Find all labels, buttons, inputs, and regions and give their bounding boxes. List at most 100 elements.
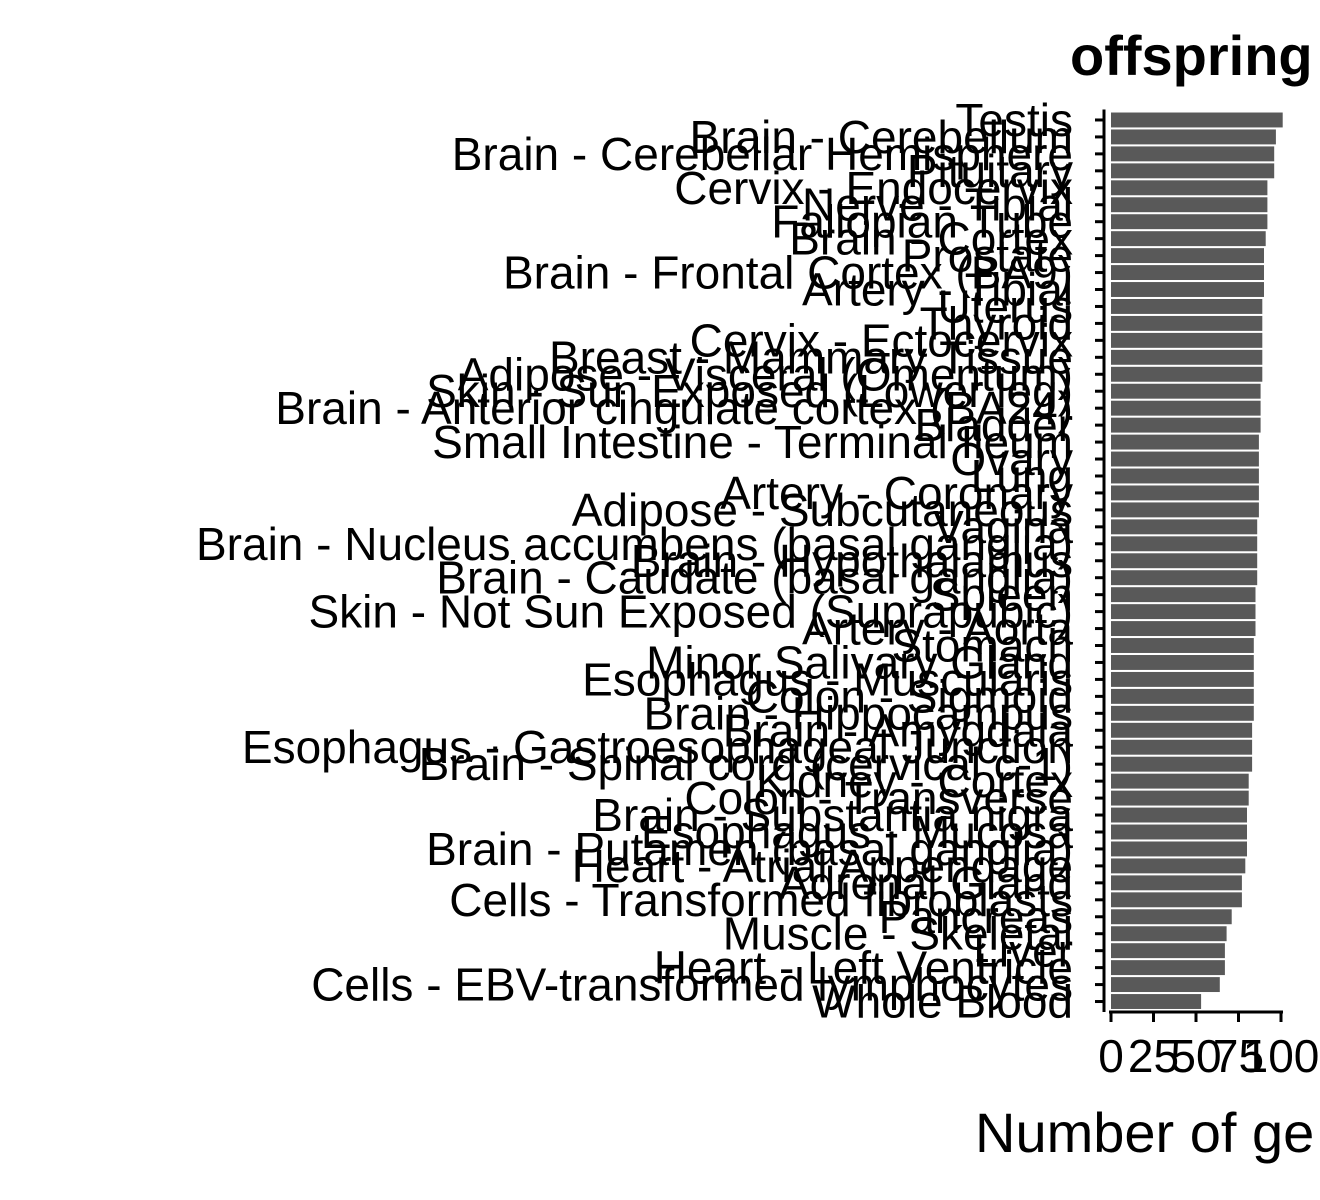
category-label: Artery - Aorta [802, 603, 1073, 655]
bar [1111, 248, 1264, 264]
category-label: Pancreas [879, 891, 1073, 943]
bar [1111, 621, 1256, 637]
bar [1111, 231, 1266, 247]
bar [1111, 688, 1254, 704]
category-label: Cells - Transformed fibroblasts [449, 874, 1073, 926]
category-label: Brain - Spinal cord (cervical c-1) [419, 738, 1073, 790]
bar [1111, 756, 1253, 772]
category-label: Esophagus - Mucosa [641, 806, 1074, 858]
bar [1111, 180, 1268, 196]
bar [1111, 604, 1256, 620]
bar [1111, 994, 1202, 1009]
x-tick-label: 100 [1243, 1030, 1320, 1082]
category-label: Lung [971, 450, 1073, 502]
bar [1111, 519, 1258, 535]
x-tick-label: 25 [1128, 1030, 1179, 1082]
category-label: Artery - Tibial [802, 264, 1073, 316]
category-label: Brain - Anterior cingulate cortex (BA24) [275, 382, 1073, 434]
bar [1111, 705, 1254, 721]
bar [1111, 315, 1263, 331]
bar [1111, 214, 1268, 230]
bar [1111, 112, 1283, 128]
bar [1111, 163, 1275, 179]
bar [1111, 383, 1261, 399]
category-label: Nerve - Tibial [802, 179, 1073, 231]
bar [1111, 909, 1232, 925]
category-label: Brain - Cortex [789, 213, 1073, 265]
bar [1111, 332, 1263, 348]
category-label: Thyroid [920, 297, 1073, 349]
bar [1111, 485, 1259, 501]
category-label: Brain - Substantia nigra [592, 789, 1073, 841]
bar [1111, 197, 1268, 213]
category-label: Skin - Not Sun Exposed (Suprapubic) [308, 586, 1073, 638]
bar [1111, 655, 1254, 670]
category-label: Testis [955, 94, 1073, 146]
category-label: Breast - Mammary Tissue [549, 331, 1073, 383]
category-label: Prostate [902, 230, 1073, 282]
category-label: Brain - Hypothalamus [631, 535, 1073, 587]
x-tick-label: 0 [1098, 1030, 1124, 1082]
category-label: Cervix - Endocervix [674, 162, 1073, 214]
category-label: Brain - Frontal Cortex (BA9) [503, 247, 1073, 299]
x-axis-title: Number of ge [975, 1101, 1314, 1164]
bar [1111, 943, 1225, 959]
bar [1111, 417, 1261, 433]
bar [1111, 366, 1263, 382]
bar [1111, 536, 1258, 552]
bar [1111, 553, 1258, 569]
bar [1111, 977, 1220, 993]
category-label: Colon - Transverse [684, 772, 1073, 824]
bar [1111, 299, 1263, 314]
bar [1111, 146, 1275, 162]
category-label: Muscle - Skeletal [723, 908, 1073, 960]
bar [1111, 739, 1253, 755]
x-tick-label: 75 [1213, 1030, 1264, 1082]
category-label: Small Intestine - Terminal Ileum [432, 416, 1073, 468]
bar [1111, 265, 1264, 281]
bar [1111, 960, 1225, 976]
category-label: Brain - Cerebellum [690, 111, 1073, 163]
bar [1111, 875, 1242, 891]
bar [1111, 129, 1276, 145]
category-label: Heart - Atrial Appendage [572, 840, 1073, 892]
category-label: Colon - Sigmoid [746, 670, 1073, 722]
category-label: Skin - Sun Exposed (Lower leg) [426, 365, 1073, 417]
bar [1111, 349, 1263, 365]
chart-title: offspring [1070, 24, 1313, 87]
bar [1111, 892, 1242, 908]
bar [1111, 824, 1247, 840]
bar [1111, 790, 1249, 806]
category-label: Brain - Hippocampus [643, 687, 1073, 739]
bar [1111, 926, 1227, 942]
category-label: Brain - Putamen (basal ganglia) [426, 823, 1073, 875]
category-label: Whole Blood [812, 976, 1073, 1028]
bar [1111, 807, 1247, 823]
bar [1111, 282, 1264, 297]
category-label: Heart - Left Ventricle [654, 942, 1073, 994]
category-label: Cervix - Ectocervix [690, 314, 1073, 366]
category-label: Brain - Amygdala [723, 704, 1074, 756]
category-label: Minor Salivary Gland [646, 636, 1073, 688]
bar [1111, 773, 1249, 789]
x-tick-label: 50 [1170, 1030, 1221, 1082]
category-label: Esophagus - Muscularis [582, 653, 1073, 705]
category-label: Stomach [891, 620, 1073, 672]
bar [1111, 858, 1246, 874]
category-label: Esophagus - Gastroesophageal Junction [242, 721, 1073, 773]
bar [1111, 400, 1261, 416]
bar [1111, 722, 1253, 738]
bar [1111, 841, 1247, 857]
bar [1111, 451, 1259, 467]
category-label: Adrenal Gland [779, 857, 1073, 909]
bar [1111, 434, 1259, 450]
category-label: Cells - EBV-transformed lymphocytes [311, 959, 1073, 1011]
bar [1111, 587, 1256, 603]
category-label: Liver [973, 925, 1073, 977]
bar [1111, 671, 1254, 687]
bar [1111, 638, 1254, 653]
y-axis [1095, 109, 1106, 1012]
category-label: Fallopian Tube [771, 196, 1073, 248]
category-label: Bladder [914, 399, 1073, 451]
